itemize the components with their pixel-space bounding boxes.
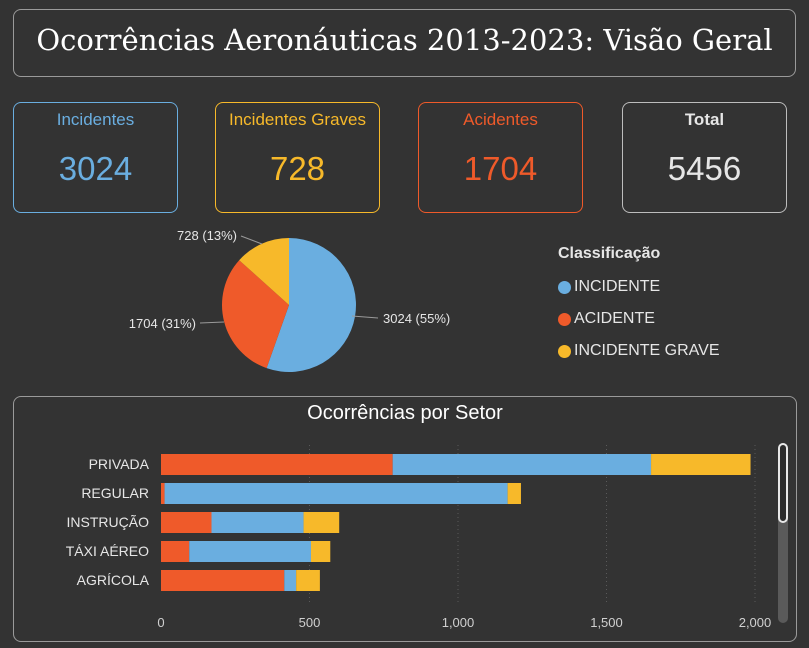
legend-item[interactable]: ACIDENTE [558,303,720,335]
legend-label: ACIDENTE [574,310,655,327]
kpi-card-acidentes: Acidentes 1704 [418,102,583,213]
pie-label-leader [240,235,263,245]
bar-segment-incidente-grave[interactable] [303,512,340,533]
legend: Classificação INCIDENTE ACIDENTE INCIDEN… [558,245,720,367]
pie-data-label: 1704 (31%) [129,316,196,331]
kpi-label: Total [684,110,725,129]
bar-segment-acidente[interactable] [161,512,212,533]
pie-label-leader [199,321,225,324]
scrollbar-track[interactable] [778,443,788,623]
bar-segment-acidente[interactable] [161,483,165,504]
bar-segment-incidente[interactable] [189,541,311,562]
y-category-label: PRIVADA [89,456,150,472]
pie-data-label: 728 (13%) [177,228,237,243]
kpi-label: Acidentes [463,110,538,129]
bar-segment-incidente-grave[interactable] [296,570,320,591]
y-category-label: INSTRUÇÃO [67,514,150,530]
legend-title: Classificação [558,245,661,262]
pie-slice-acidente[interactable] [222,260,289,369]
kpi-value: 5456 [667,150,742,187]
legend-label: INCIDENTE [574,278,661,295]
kpi-label: Incidentes Graves [228,110,366,129]
x-tick-label: 1,000 [442,615,475,630]
scrollbar-thumb[interactable] [778,443,788,523]
bar-segment-incidente-grave[interactable] [507,483,521,504]
bar-segment-incidente[interactable] [392,454,652,475]
pie-slice-incidente[interactable] [266,238,356,372]
bar-segment-acidente[interactable] [161,454,393,475]
bar-segment-incidente-grave[interactable] [310,541,331,562]
x-tick-label: 1,500 [590,615,623,630]
y-category-label: AGRÍCOLA [77,572,150,588]
legend-dot [558,312,571,326]
page-title: Ocorrências Aeronáuticas 2013-2023: Visã… [36,23,773,57]
x-tick-label: 2,000 [739,615,772,630]
kpi-value: 1704 [463,150,538,187]
pie-data-label: 3024 (55%) [383,311,450,326]
pie-label-leader [351,315,379,319]
bar-segment-acidente[interactable] [161,541,190,562]
sector-panel: Ocorrências por Setor [13,396,797,642]
y-category-label: TÁXI AÉREO [66,543,149,559]
bar-segment-incidente-grave[interactable] [651,454,751,475]
legend-dot [558,280,571,294]
x-tick-label: 500 [299,615,321,630]
bar-segment-acidente[interactable] [161,570,285,591]
x-tick-label: 0 [157,615,164,630]
title-panel: Ocorrências Aeronáuticas 2013-2023: Visã… [13,9,796,77]
kpi-card-incidentes: Incidentes 3024 [13,102,178,213]
legend-item[interactable]: INCIDENTE GRAVE [558,335,720,367]
bar-segment-incidente[interactable] [211,512,304,533]
bar-segment-incidente[interactable] [164,483,508,504]
pie-chart: 3024 (55%) 1704 (31%) 728 (13%) [129,228,450,372]
y-category-label: REGULAR [81,485,149,501]
legend-item[interactable]: INCIDENTE [558,271,720,303]
legend-label: INCIDENTE GRAVE [574,342,720,359]
kpi-value: 728 [269,150,326,187]
bar-segment-incidente[interactable] [284,570,297,591]
kpi-value: 3024 [58,150,133,187]
legend-dot [558,344,571,358]
sector-chart-title: Ocorrências por Setor [307,402,503,424]
kpi-card-total: Total 5456 [622,102,787,213]
kpi-label: Incidentes [56,110,135,129]
pie-slice-incidente-grave[interactable] [239,238,289,305]
kpi-card-incidentes-graves: Incidentes Graves 728 [215,102,380,213]
